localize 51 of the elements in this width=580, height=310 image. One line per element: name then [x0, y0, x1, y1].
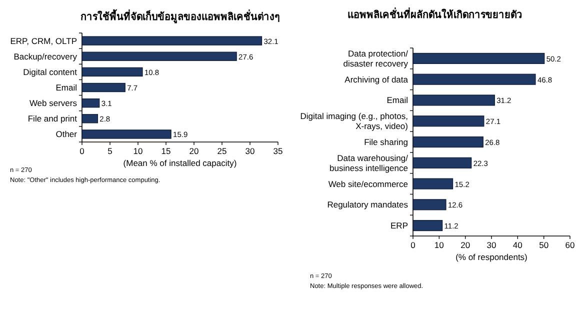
y-tick-label: Email	[386, 95, 408, 106]
bar	[82, 114, 98, 124]
y-tick-label: Data protection/ disaster recovery	[343, 48, 409, 68]
y-tick-label: ERP, CRM, OLTP	[10, 36, 78, 46]
x-tick-label: 35	[273, 146, 283, 156]
y-tick-label: Digital imaging (e.g., photos, X-rays, video)	[300, 111, 408, 132]
bar	[412, 178, 454, 190]
x-tick-label: 15	[161, 146, 171, 156]
bar	[412, 220, 443, 232]
x-tick-label: 5	[108, 146, 113, 156]
bar	[412, 136, 484, 148]
y-tick-label: Web servers	[29, 98, 77, 108]
x-tick-label: 60	[565, 240, 575, 250]
y-tick-label: Regulatory mandates	[327, 200, 408, 210]
y-tick-label: Web site/ecommerce	[328, 178, 408, 189]
bar	[82, 52, 237, 61]
chart-title: แอพพลิเคชั่นที่ผลักดันให้เกิดการขยายตัว	[348, 7, 522, 21]
bar	[412, 157, 472, 168]
bar	[412, 74, 536, 85]
bar	[412, 52, 545, 64]
x-tick-label: 10	[133, 146, 143, 156]
y-tick-label: Backup/recovery	[14, 51, 78, 62]
x-tick-label: 0	[410, 240, 416, 250]
x-tick-label: 25	[217, 146, 227, 156]
bar	[412, 94, 495, 106]
y-tick-label: Digital content	[23, 66, 78, 77]
x-tick-label: 40	[512, 240, 523, 250]
y-tick-label: Data warehousing/ business intelligence	[330, 152, 409, 173]
x-tick-label: 50	[539, 240, 549, 250]
bar	[82, 130, 172, 139]
y-tick-label: File sharing	[364, 137, 408, 147]
y-tick-label: File and print	[28, 114, 78, 124]
x-tick-label: 20	[460, 240, 470, 250]
x-tick-label: 10	[434, 240, 444, 250]
x-axis-title: (Mean % of installed capacity)	[123, 158, 237, 168]
x-tick-label: 30	[486, 240, 496, 250]
x-axis-title: (% of respondents)	[456, 252, 528, 262]
y-tick-label: ERP	[390, 220, 408, 231]
bar	[412, 116, 484, 127]
x-tick-label: 0	[80, 146, 85, 156]
bar	[82, 67, 143, 77]
x-tick-label: 30	[245, 146, 255, 156]
chart-title: การใช้พื้นที่จัดเก็บข้อมูลของแอพพลิเคชั่นต่างๆ	[80, 9, 280, 24]
y-tick-label: Email	[56, 82, 78, 92]
y-tick-label: Archiving of data	[344, 74, 408, 84]
y-tick-label: Other	[56, 129, 78, 140]
x-tick-label: 20	[189, 146, 199, 156]
bar	[412, 199, 446, 210]
bar	[82, 36, 262, 46]
bar	[82, 98, 100, 108]
bar	[82, 82, 126, 92]
